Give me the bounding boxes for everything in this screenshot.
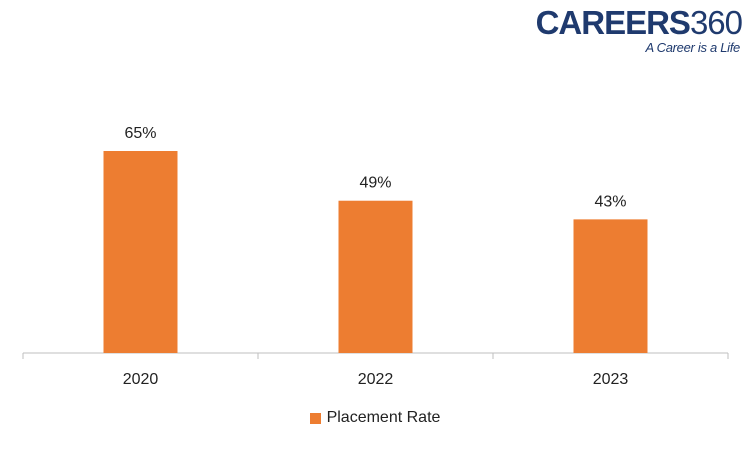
legend-swatch (309, 412, 321, 424)
logo-tagline: A Career is a Life (645, 40, 740, 55)
bars-layer (103, 151, 648, 353)
data-label-2022: 49% (359, 175, 391, 192)
bar-2020 (103, 151, 178, 353)
x-tick-label-2023: 2023 (593, 371, 629, 388)
data-label-2023: 43% (594, 193, 626, 210)
legend-label: Placement Rate (326, 409, 441, 426)
logo-wordmark: CAREERS360 (535, 4, 743, 42)
careers360-logo: CAREERS360 A Career is a Life (536, 4, 746, 64)
logo-number: 360 (689, 4, 743, 41)
labels-layer: 65% 2020 49% 2022 43% 2023 (123, 125, 629, 388)
bar-2022 (338, 200, 413, 353)
bar-2023 (573, 219, 648, 353)
x-tick-label-2020: 2020 (123, 371, 159, 388)
logo-word: CAREERS (535, 4, 691, 41)
axis-layer (22, 352, 729, 359)
data-label-2020: 65% (124, 125, 156, 142)
chart-legend: Placement Rate (0, 409, 750, 427)
x-tick-label-2022: 2022 (358, 371, 394, 388)
